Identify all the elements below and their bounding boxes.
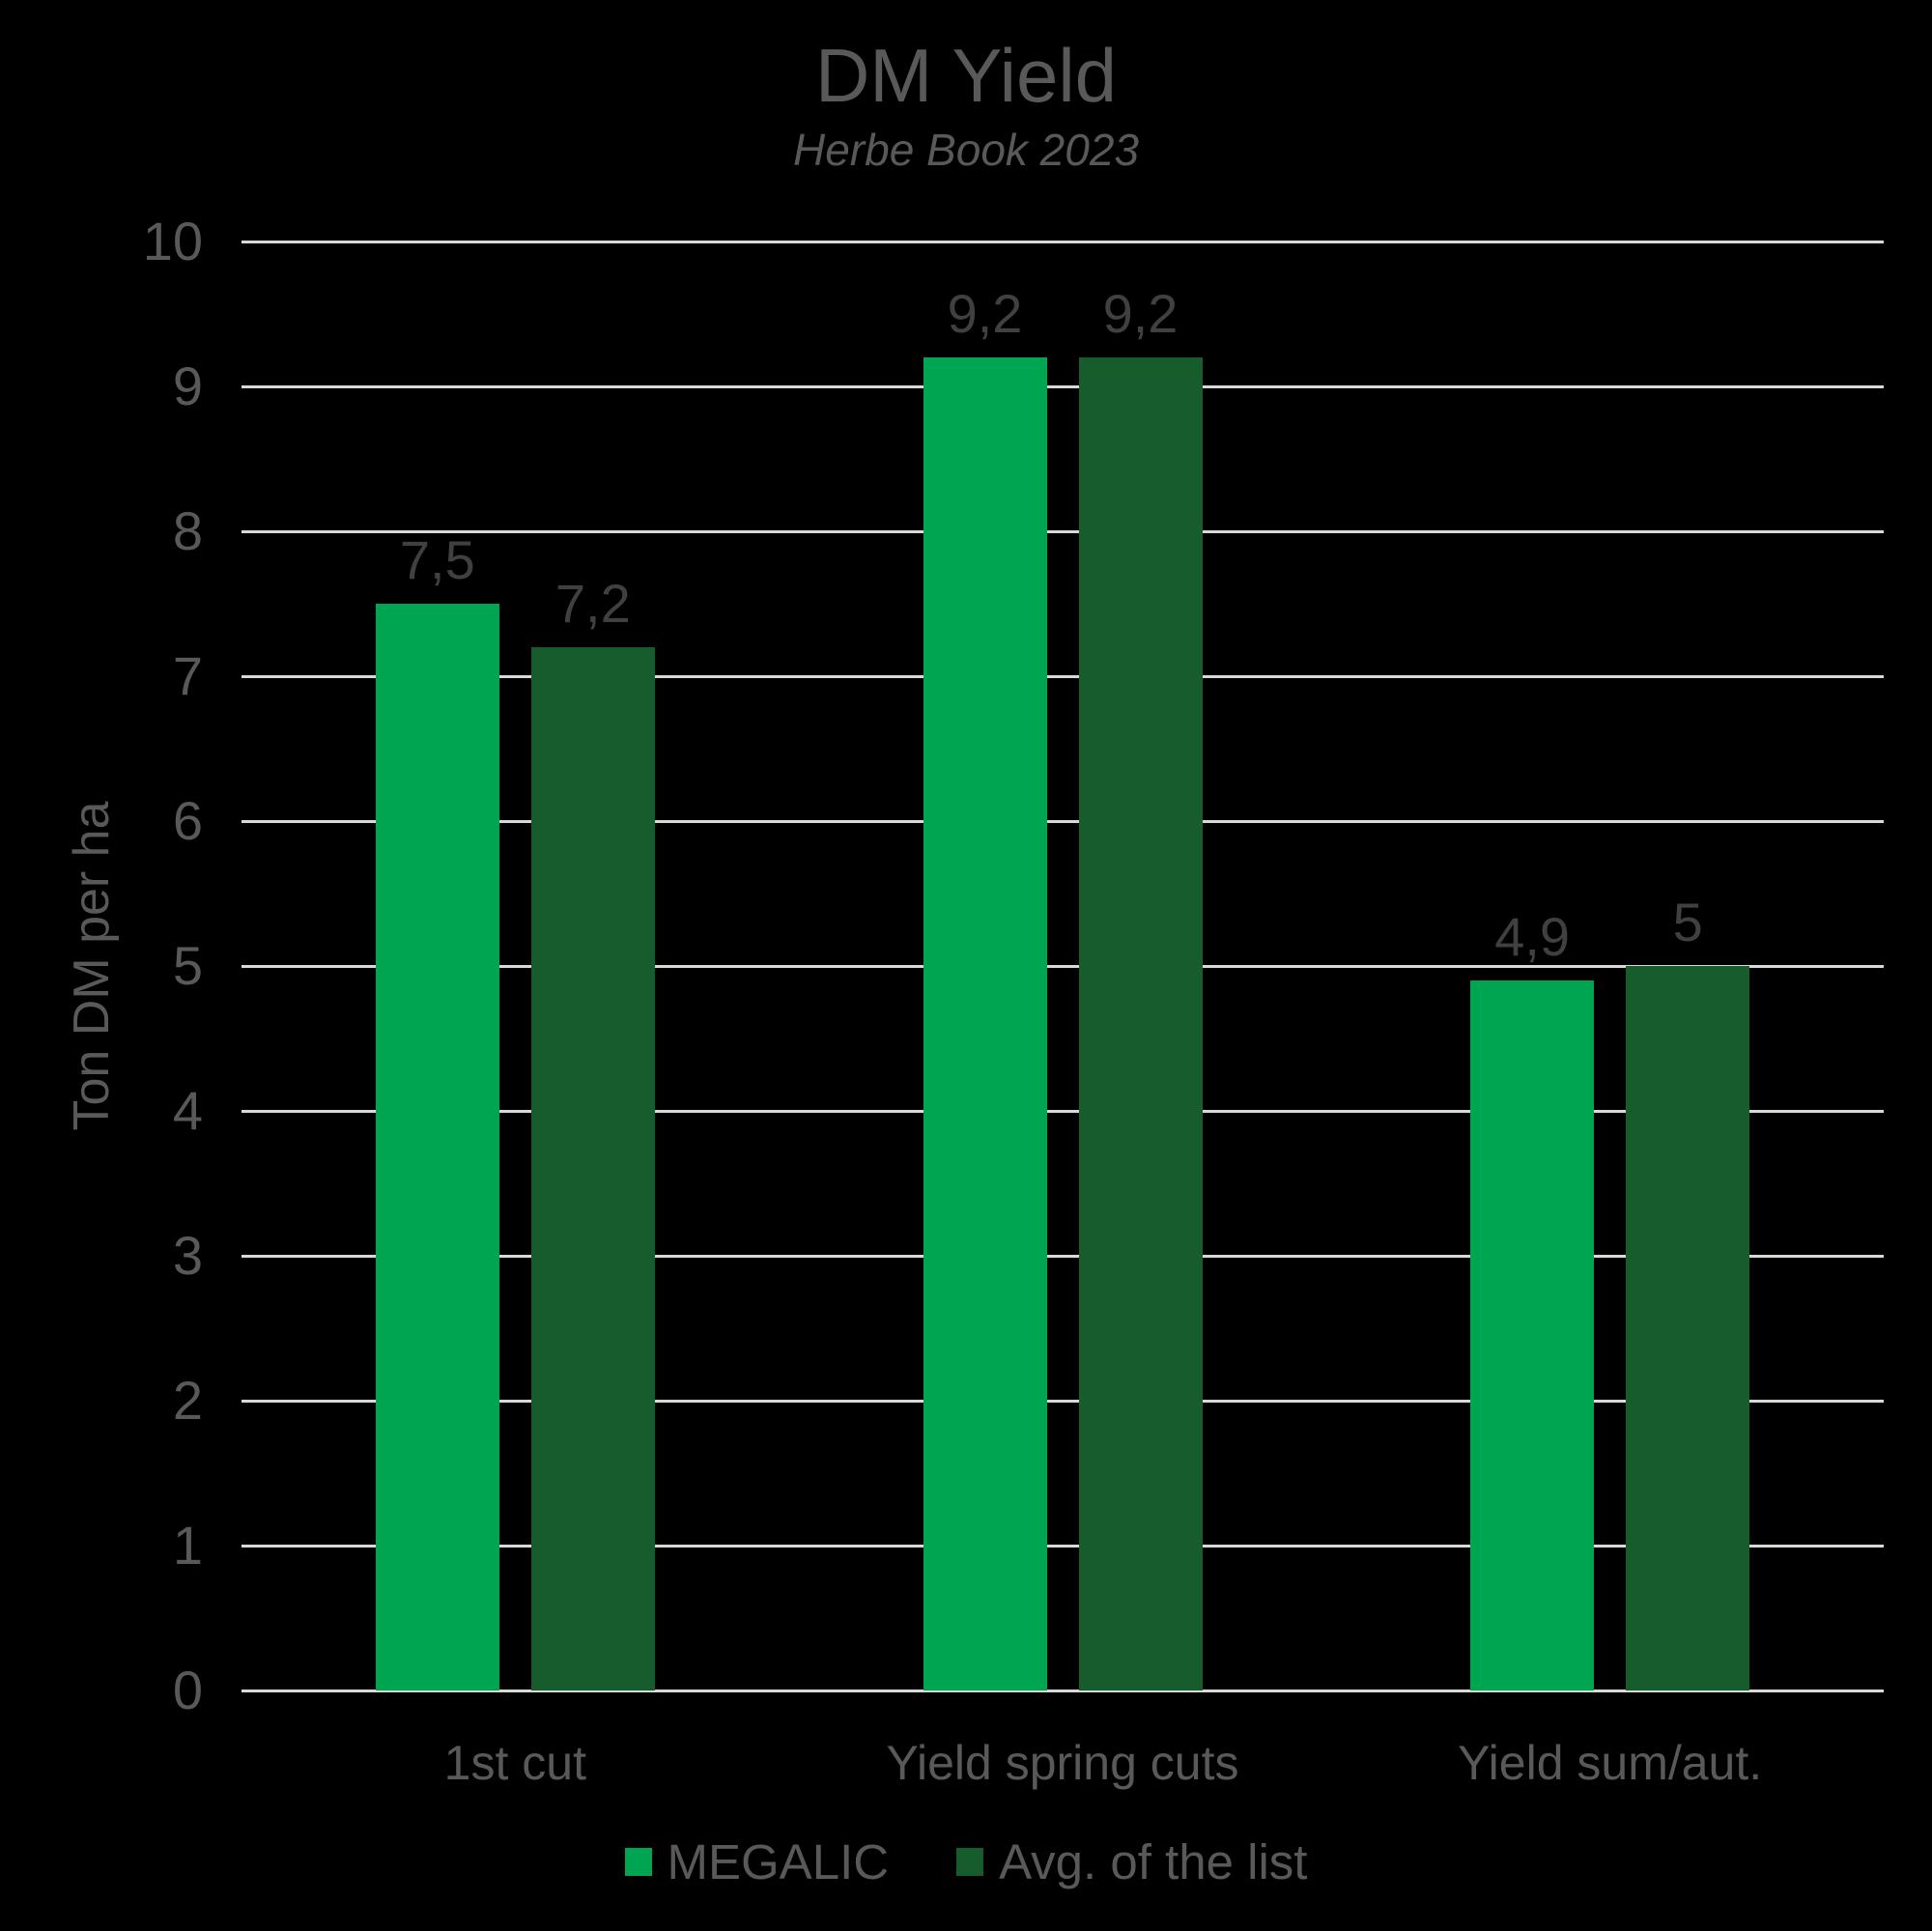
bar-megalic-yield-sum-aut — [1470, 980, 1595, 1690]
category-label-1st-cut: 1st cut — [443, 1736, 586, 1790]
y-tick-label-7: 7 — [172, 645, 203, 706]
category-label-yield-spring-cuts: Yield spring cuts — [886, 1736, 1239, 1790]
y-tick-label-4: 4 — [172, 1080, 203, 1141]
y-tick-label-6: 6 — [172, 790, 203, 851]
gridline-9 — [242, 384, 1884, 388]
bar-value-label-megalic-1st-cut: 7,5 — [399, 529, 475, 590]
bar-megalic-yield-spring-cuts — [923, 357, 1047, 1690]
bar-value-label-megalic-yield-spring-cuts: 9,2 — [947, 283, 1023, 344]
y-tick-label-10: 10 — [142, 211, 203, 271]
legend-label-avg-of-the-list: Avg. of the list — [999, 1834, 1308, 1889]
chart-subtitle: Herbe Book 2023 — [792, 125, 1140, 175]
gridline-8 — [242, 529, 1884, 533]
bar-avg-of-the-list-1st-cut — [530, 647, 655, 1690]
legend-label-megalic: MEGALIC — [667, 1834, 890, 1889]
y-tick-label-1: 1 — [172, 1515, 203, 1576]
bar-value-label-megalic-yield-sum-aut: 4,9 — [1494, 906, 1571, 967]
y-tick-label-0: 0 — [172, 1660, 203, 1720]
gridline-1 — [242, 1544, 1884, 1548]
legend-item-avg-of-the-list: Avg. of the list — [956, 1833, 1307, 1890]
bar-megalic-1st-cut — [375, 604, 499, 1690]
bar-avg-of-the-list-yield-sum-aut — [1626, 966, 1750, 1690]
gridline-7 — [242, 674, 1884, 678]
category-label-yield-sum-aut: Yield sum/aut. — [1458, 1736, 1763, 1790]
gridline-0 — [242, 1689, 1884, 1692]
gridline-6 — [242, 819, 1884, 823]
gridline-2 — [242, 1399, 1884, 1403]
bar-value-label-avg-of-the-list-1st-cut: 7,2 — [554, 573, 631, 634]
y-tick-label-8: 8 — [172, 500, 203, 561]
y-tick-label-9: 9 — [172, 355, 203, 416]
y-tick-label-2: 2 — [172, 1370, 203, 1431]
legend-swatch-megalic — [624, 1848, 652, 1876]
legend-swatch-avg-of-the-list — [956, 1848, 984, 1876]
y-tick-label-3: 3 — [172, 1225, 203, 1286]
legend-item-megalic: MEGALIC — [624, 1833, 890, 1890]
legend: MEGALIC Avg. of the list — [0, 1833, 1932, 1890]
gridline-10 — [242, 240, 1884, 243]
chart-title: DM Yield — [814, 33, 1118, 118]
gridline-5 — [242, 964, 1884, 968]
bar-value-label-avg-of-the-list-yield-sum-aut: 5 — [1672, 892, 1703, 952]
bar-value-label-avg-of-the-list-yield-spring-cuts: 9,2 — [1102, 283, 1179, 344]
gridline-4 — [242, 1109, 1884, 1113]
gridline-3 — [242, 1254, 1884, 1258]
bar-avg-of-the-list-yield-spring-cuts — [1078, 357, 1203, 1690]
y-tick-label-5: 5 — [172, 935, 203, 996]
